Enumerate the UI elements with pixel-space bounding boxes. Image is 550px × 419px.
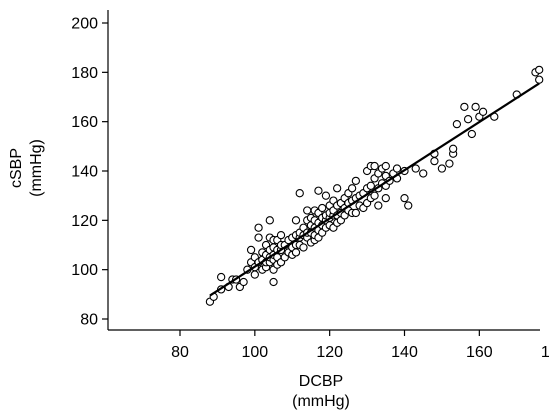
y-tick-label: 100 [71, 262, 98, 279]
x-tick-label: 80 [171, 344, 189, 361]
y-tick-label: 160 [71, 114, 98, 131]
data-point [321, 191, 331, 200]
data-point [535, 75, 544, 84]
data-point [314, 186, 323, 195]
data-point [437, 164, 447, 173]
x-tick-label: 100 [241, 344, 268, 361]
data-point [299, 243, 308, 252]
data-point [291, 216, 301, 225]
data-point [370, 191, 379, 200]
data-point [370, 161, 379, 171]
x-axis-title-line2: (mmHg) [292, 393, 350, 410]
data-point [381, 161, 390, 171]
y-tick-label: 140 [71, 164, 98, 181]
data-point [471, 102, 480, 112]
x-tick-label: 160 [466, 344, 493, 361]
y-tick-label: 200 [71, 16, 98, 33]
data-points [205, 65, 544, 306]
data-point [467, 129, 476, 139]
data-point [276, 230, 286, 240]
data-point [400, 193, 409, 203]
data-point [448, 144, 458, 153]
data-point [254, 233, 263, 242]
data-point [351, 176, 361, 186]
regression-line [209, 82, 540, 297]
data-point [535, 65, 544, 75]
data-point [452, 119, 462, 129]
x-tick-label: 120 [316, 344, 343, 361]
data-point [332, 184, 342, 193]
data-point [239, 277, 248, 287]
data-point [269, 277, 278, 287]
data-point [463, 115, 473, 124]
data-point [347, 184, 357, 193]
data-point [430, 156, 439, 166]
axes: 8010012014016018020080100120140160180200 [71, 10, 550, 361]
x-tick-label: 140 [391, 344, 418, 361]
x-axis-title-line1: DCBP [299, 373, 343, 390]
data-point [295, 189, 304, 198]
data-point [303, 206, 312, 215]
data-point [419, 169, 428, 178]
axis-titles: DCBP(mmHg)cSBP (mmHg) [8, 139, 350, 410]
data-point [404, 201, 413, 210]
data-point [250, 270, 259, 279]
data-point [351, 208, 361, 218]
data-point [217, 272, 226, 282]
data-point [246, 245, 256, 255]
x-tick-label: 180 [541, 344, 550, 361]
data-point [366, 181, 375, 190]
y-tick-label: 180 [71, 65, 98, 82]
data-point [411, 164, 420, 173]
data-point [381, 193, 390, 203]
y-tick-label: 120 [71, 213, 98, 230]
data-point [291, 248, 301, 257]
regression-line-group [209, 82, 540, 297]
y-tick-label: 80 [80, 312, 98, 329]
data-point [478, 107, 488, 116]
data-point [445, 159, 454, 168]
y-axis-title-line2: (mmHg) [28, 139, 45, 197]
data-point [265, 216, 274, 225]
y-axis-title-line1: cSBP [8, 148, 25, 188]
data-point [392, 164, 402, 173]
data-point [374, 201, 383, 210]
data-point [318, 203, 327, 213]
data-point [460, 102, 469, 112]
data-point [254, 223, 263, 232]
